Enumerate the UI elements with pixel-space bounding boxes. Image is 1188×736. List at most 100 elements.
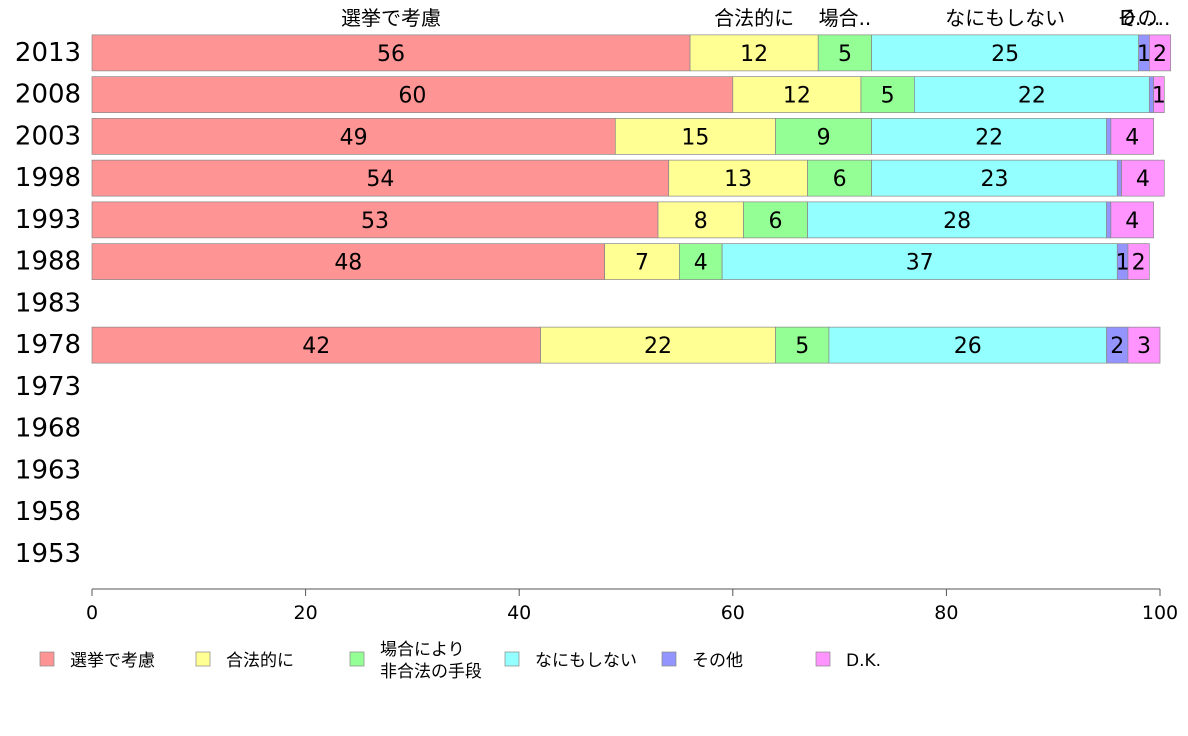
- data-label: 12: [740, 42, 768, 67]
- bar-segment: [91, 118, 616, 155]
- bar-segment: [1106, 118, 1112, 155]
- data-label: 9: [817, 125, 831, 150]
- category-label: 1983: [15, 288, 81, 318]
- x-tick-label: 80: [934, 602, 958, 624]
- bar-segment: [721, 243, 1118, 280]
- x-tick-label: 100: [1142, 602, 1178, 624]
- bar-segment: [1121, 159, 1165, 197]
- data-label: 5: [838, 42, 852, 67]
- category-label: 1998: [15, 163, 81, 193]
- x-tick-label: 40: [507, 602, 531, 624]
- data-label: 22: [975, 125, 1003, 150]
- bar-segment: [871, 34, 1139, 72]
- data-label: 7: [635, 251, 649, 276]
- data-label: 48: [334, 251, 362, 276]
- legend-swatch: [349, 651, 365, 667]
- bar-segment: [1116, 159, 1122, 197]
- data-label: 60: [398, 84, 426, 109]
- data-label: 56: [377, 42, 405, 67]
- data-label: 23: [980, 167, 1008, 192]
- category-label: 1968: [15, 414, 81, 444]
- data-label: 42: [302, 334, 330, 359]
- legend-label: 場合により: [380, 640, 465, 660]
- legend-label: D.K.: [846, 651, 881, 671]
- data-label: 4: [694, 251, 708, 276]
- bar-segment: [828, 326, 1107, 364]
- data-label: 22: [1018, 84, 1046, 109]
- bar-segment: [1127, 243, 1150, 280]
- legend-swatch: [195, 651, 211, 667]
- category-label: 1993: [15, 205, 81, 235]
- bar-segment: [817, 34, 872, 72]
- data-label: 12: [783, 84, 811, 109]
- series-header: D....: [1120, 6, 1161, 30]
- data-label: 5: [881, 84, 895, 109]
- legend-label: なにもしない: [535, 651, 637, 671]
- category-label: 1978: [15, 330, 81, 360]
- data-label: 4: [1125, 125, 1139, 150]
- bar-segment: [91, 76, 734, 113]
- data-label: 1: [1137, 42, 1151, 67]
- bar-segment: [732, 76, 862, 113]
- bar-segment: [871, 159, 1118, 197]
- data-label: 2: [1110, 334, 1124, 359]
- category-label: 1958: [15, 497, 81, 527]
- bar-segment: [91, 159, 670, 197]
- data-label: 53: [361, 209, 389, 234]
- category-label: 1973: [15, 372, 81, 402]
- legend-label: 非合法の手段: [380, 662, 482, 682]
- data-label: 4: [1136, 167, 1150, 192]
- category-label: 1963: [15, 455, 81, 485]
- data-label: 49: [340, 125, 368, 150]
- series-header: 合法的に: [714, 6, 794, 30]
- legend-swatch: [661, 651, 677, 667]
- bar-segment: [540, 326, 776, 364]
- category-label: 1988: [15, 247, 81, 277]
- series-header: その..: [1118, 6, 1171, 30]
- data-label: 15: [681, 125, 709, 150]
- bar-segment: [614, 118, 776, 155]
- legend-swatch: [504, 651, 520, 667]
- legend-label: その他: [692, 651, 743, 671]
- data-label: 2: [1153, 42, 1167, 67]
- legend-swatch: [815, 651, 831, 667]
- data-label: 1: [1152, 84, 1166, 109]
- data-label: 22: [644, 334, 672, 359]
- series-header: 選挙で考慮: [341, 6, 441, 30]
- category-label: 2003: [15, 121, 81, 151]
- bar-segment: [91, 34, 691, 72]
- bar-segment: [775, 118, 872, 155]
- bar-segment: [1148, 34, 1172, 72]
- category-label: 2013: [15, 38, 81, 68]
- bar-segment: [775, 326, 830, 364]
- bar-segment: [91, 326, 541, 364]
- category-label: 2008: [15, 80, 81, 110]
- legend-swatch: [39, 651, 55, 667]
- bar-segment: [668, 159, 808, 197]
- x-tick-label: 60: [721, 602, 745, 624]
- legend-label: 選挙で考慮: [70, 651, 155, 671]
- bar-segment: [743, 201, 808, 239]
- legend-label: 合法的に: [226, 651, 294, 671]
- series-header: なにもしない: [945, 6, 1065, 30]
- data-label: 2: [1132, 251, 1146, 276]
- bar-segment: [657, 201, 744, 239]
- data-label: 4: [1125, 209, 1139, 234]
- bar-segment: [914, 76, 1150, 113]
- data-label: 6: [769, 209, 783, 234]
- data-label: 3: [1137, 334, 1151, 359]
- data-label: 28: [943, 209, 971, 234]
- data-label: 54: [366, 167, 394, 192]
- bar-segment: [91, 243, 605, 280]
- data-label: 37: [906, 251, 934, 276]
- x-tick-label: 0: [86, 602, 98, 624]
- bar-segment: [1110, 118, 1154, 155]
- bar-segment: [1153, 76, 1165, 113]
- data-label: 1: [1116, 251, 1130, 276]
- data-label: 26: [954, 334, 982, 359]
- series-header: 場合..: [819, 6, 872, 30]
- bar-segment: [1127, 326, 1161, 364]
- bar-segment: [1106, 201, 1112, 239]
- data-label: 25: [991, 42, 1019, 67]
